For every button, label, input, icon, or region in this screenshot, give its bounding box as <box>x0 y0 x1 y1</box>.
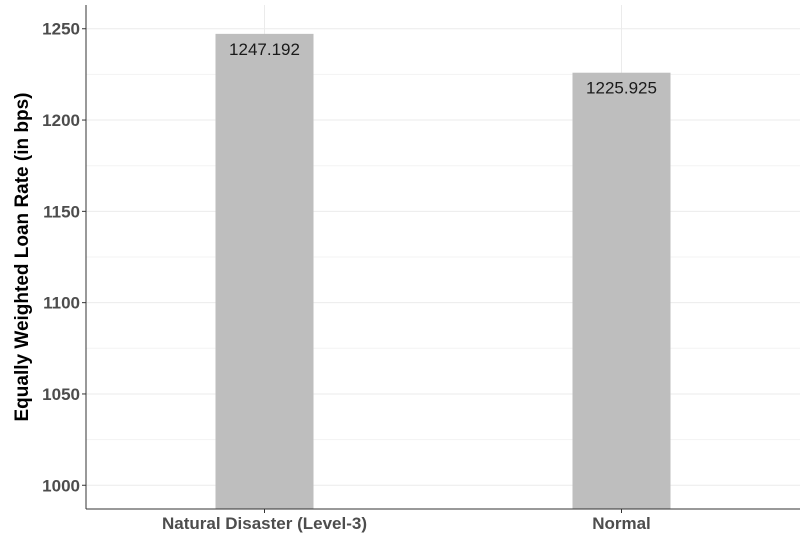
y-tick-label: 1200 <box>42 111 80 130</box>
y-tick-label: 1000 <box>42 476 80 495</box>
axes <box>85 5 800 510</box>
y-tick-label: 1250 <box>42 20 80 39</box>
y-axis-title: Equally Weighted Loan Rate (in bps) <box>12 92 33 421</box>
data-label: 1247.192 <box>229 40 300 59</box>
bar <box>215 33 314 509</box>
y-tick-label: 1050 <box>42 385 80 404</box>
data-label: 1225.925 <box>586 79 657 98</box>
y-axis-ticks: 1000 1050 1100 1150 1200 1250 <box>42 20 86 495</box>
y-tick-label: 1100 <box>43 294 80 313</box>
grid-lines <box>86 5 800 509</box>
bars <box>215 33 671 509</box>
bar <box>572 72 671 509</box>
x-axis-ticks: Natural Disaster (Level-3) Normal <box>162 509 651 533</box>
y-tick-label: 1150 <box>43 202 80 221</box>
x-tick-label: Normal <box>592 514 651 533</box>
x-tick-label: Natural Disaster (Level-3) <box>162 514 367 533</box>
data-labels: 1247.192 1225.925 <box>229 40 657 98</box>
